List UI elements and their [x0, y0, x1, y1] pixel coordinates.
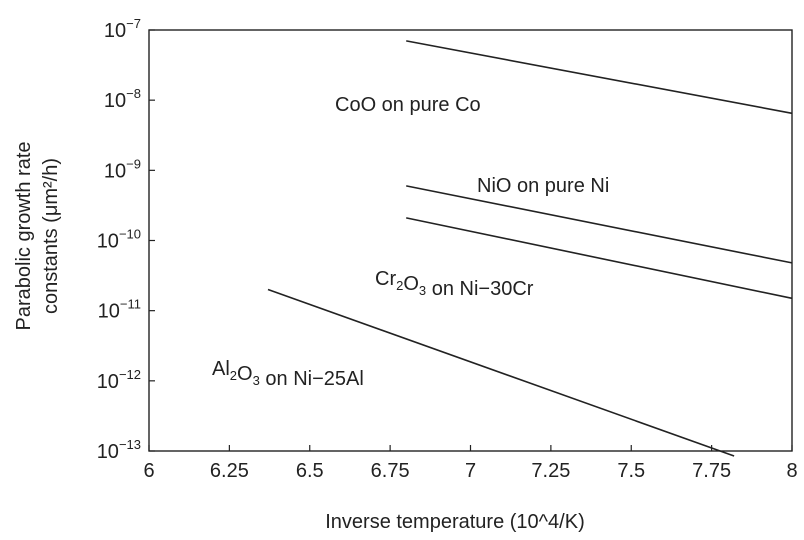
- x-tick-label: 7.75: [692, 460, 731, 482]
- y-axis-label-line-2: constants (μm²/h): [40, 158, 62, 314]
- series-line-2: [406, 185, 793, 264]
- x-tick-label: 7: [465, 460, 476, 482]
- series-label-3: Cr2O3 on Ni−30Cr: [375, 268, 534, 300]
- x-tick-label: 6.25: [210, 460, 249, 482]
- series-label-1: CoO on pure Co: [335, 94, 481, 116]
- y-tick-label: 10−10: [97, 227, 141, 253]
- x-tick-label: 6.5: [296, 460, 324, 482]
- series-label-4: Al2O3 on Ni−25Al: [212, 358, 364, 390]
- x-tick-label: 7.25: [531, 460, 570, 482]
- y-tick-label: 10−8: [104, 86, 141, 112]
- y-tick-label: 10−11: [98, 297, 141, 323]
- series-line-4: [267, 288, 735, 457]
- x-axis-label: Inverse temperature (10^4/K): [325, 511, 585, 533]
- x-axis-ticks: 6 6.25 6.5 6.75 7 7.25 7.5 7.75 8: [143, 445, 798, 482]
- series-line-3: [406, 217, 793, 300]
- y-tick-label: 10−7: [104, 16, 141, 42]
- series-labels: CoO on pure Co NiO on pure Ni Cr2O3 on Ni−…: [212, 94, 609, 390]
- series-line-1: [406, 40, 793, 115]
- y-axis-ticks: 10−7 10−8 10−9 10−10 10−11 10−12 10−13: [97, 16, 155, 463]
- x-tick-label: 8: [786, 460, 797, 482]
- y-axis-label: Parabolic growth rate constants (μm²/h): [13, 142, 62, 331]
- x-tick-label: 6.75: [371, 460, 410, 482]
- x-tick-label: 7.5: [617, 460, 645, 482]
- y-tick-label: 10−12: [97, 367, 141, 393]
- y-axis-label-line-1: Parabolic growth rate: [13, 142, 35, 331]
- x-tick-label: 6: [143, 460, 154, 482]
- y-tick-label: 10−9: [104, 156, 141, 182]
- series-label-2: NiO on pure Ni: [477, 175, 609, 197]
- series-lines: [267, 40, 793, 457]
- y-tick-label: 10−13: [97, 437, 141, 463]
